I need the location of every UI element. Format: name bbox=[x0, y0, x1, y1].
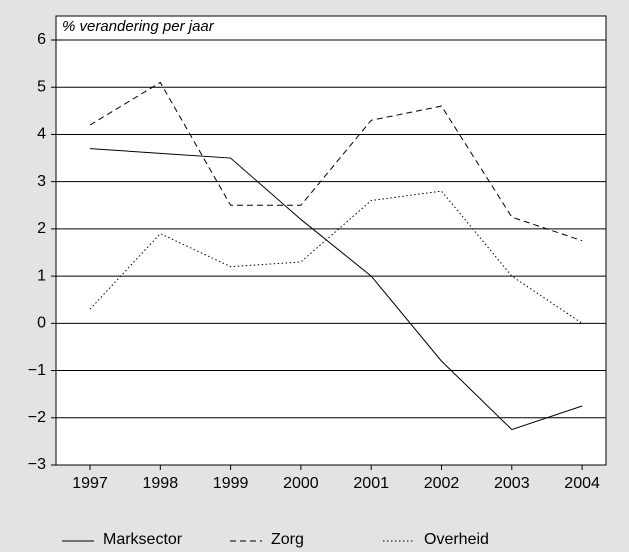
plot-area bbox=[55, 15, 607, 466]
series-line bbox=[89, 81, 583, 242]
y-tick-label: 0 bbox=[37, 315, 46, 332]
y-tick-label: −2 bbox=[28, 409, 46, 426]
x-tick-label: 1997 bbox=[72, 475, 108, 492]
x-tick-label: 2001 bbox=[353, 475, 389, 492]
series-line bbox=[89, 148, 583, 431]
legend-label: Zorg bbox=[271, 531, 304, 548]
x-tick-label: 1998 bbox=[143, 475, 179, 492]
x-tick-label: 2000 bbox=[283, 475, 319, 492]
y-tick-label: 1 bbox=[37, 267, 46, 284]
x-tick-label: 2002 bbox=[424, 475, 460, 492]
legend-label: Marksector bbox=[103, 531, 183, 548]
y-tick-label: 4 bbox=[37, 126, 46, 143]
y-tick-label: −1 bbox=[28, 362, 46, 379]
y-tick-label: 2 bbox=[37, 220, 46, 237]
y-tick-label: 6 bbox=[37, 31, 46, 48]
y-tick-label: 5 bbox=[37, 78, 46, 95]
series-line bbox=[89, 190, 583, 324]
y-tick-label: −3 bbox=[28, 456, 46, 473]
legend-label: Overheid bbox=[424, 531, 489, 548]
x-tick-label: 2004 bbox=[564, 475, 600, 492]
x-tick-label: 1999 bbox=[213, 475, 249, 492]
y-tick-label: 3 bbox=[37, 173, 46, 190]
x-tick-label: 2003 bbox=[494, 475, 530, 492]
y-axis-label: % verandering per jaar bbox=[62, 18, 215, 35]
